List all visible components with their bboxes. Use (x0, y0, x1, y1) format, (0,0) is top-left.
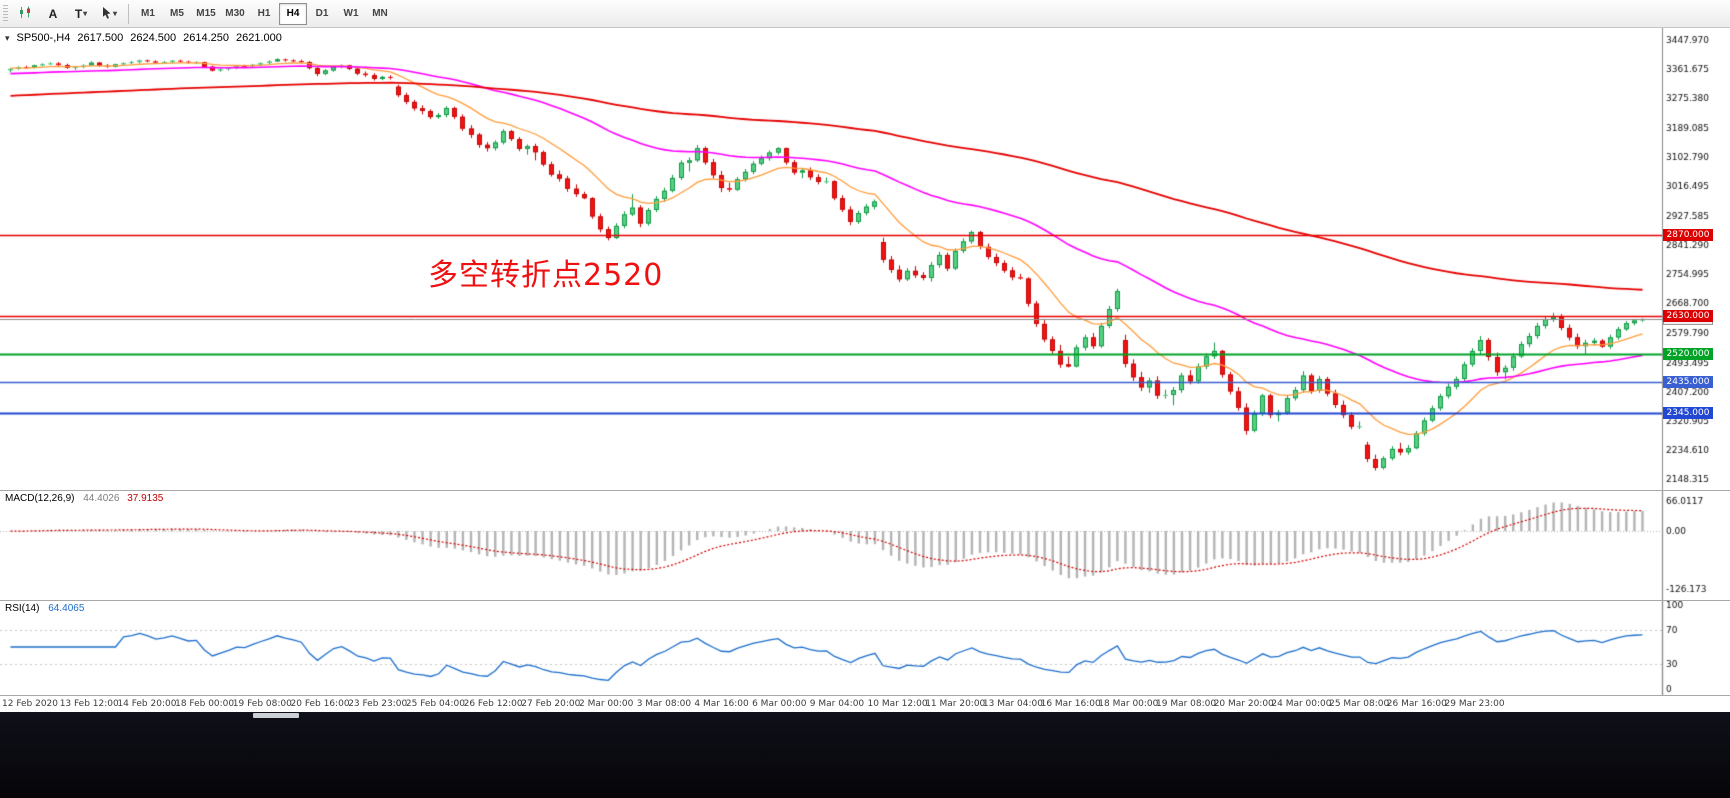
ohlc-high: 2624.500 (130, 32, 177, 44)
time-axis-label: 24 Mar 00:00 (1271, 699, 1332, 709)
timeframe-button-m15[interactable]: M15 (196, 8, 216, 19)
rsi-canvas[interactable] (0, 601, 1730, 696)
chart-annotation-text[interactable]: 多空转折点2520 (428, 258, 664, 293)
timeframe-button-d1[interactable]: D1 (315, 8, 329, 19)
timeframe-button-h1[interactable]: H1 (257, 8, 271, 19)
time-axis-label: 11 Mar 20:00 (925, 699, 986, 709)
toolbar: A T ▾ ▾ M1 M5 M15 M30 H1 H4 D1 W1 MN (0, 0, 1730, 28)
chevron-down-icon: ▾ (83, 9, 88, 18)
time-axis-label: 23 Feb 23:00 (348, 699, 408, 709)
collapse-triangle-icon[interactable]: ▾ (5, 32, 10, 43)
time-axis-label: 12 Feb 2020 (2, 699, 59, 709)
toolbar-grip[interactable] (3, 4, 8, 23)
timeframe-button-h4[interactable]: H4 (279, 2, 307, 25)
ohlc-low: 2614.250 (183, 32, 230, 44)
font-tool-label: T (74, 6, 83, 21)
price-tag-2870.000[interactable]: 2870.000 (1663, 229, 1713, 242)
font-tool-button[interactable]: T ▾ (68, 2, 94, 26)
time-axis-label: 4 Mar 16:00 (694, 699, 749, 709)
macd-label-row: MACD(12,26,9) 44.4026 37.9135 (5, 493, 163, 504)
time-axis-label: 18 Mar 00:00 (1098, 699, 1159, 709)
taskbar[interactable] (0, 712, 1730, 798)
time-axis-label: 20 Mar 20:00 (1213, 699, 1274, 709)
time-axis-label: 25 Feb 04:00 (405, 699, 465, 709)
macd-value-signal: 37.9135 (127, 493, 164, 504)
chart-icon-button[interactable] (12, 2, 38, 26)
toolbar-separator (128, 3, 129, 24)
time-axis-label: 2 Mar 00:00 (579, 699, 634, 709)
rsi-label: RSI(14) (5, 603, 40, 614)
main-chart-canvas[interactable] (0, 28, 1730, 490)
chart-icon (18, 6, 32, 22)
main-chart-panel: ▾ SP500-,H4 2617.500 2624.500 2614.250 2… (0, 28, 1730, 490)
price-tag-2435.000[interactable]: 2435.000 (1663, 376, 1713, 389)
time-axis-label: 6 Mar 00:00 (752, 699, 807, 709)
time-axis-label: 18 Feb 00:00 (175, 699, 235, 709)
timeframe-button-w1[interactable]: W1 (343, 8, 359, 19)
time-axis-label: 26 Mar 16:00 (1386, 699, 1447, 709)
time-axis-label: 29 Mar 23:00 (1444, 699, 1505, 709)
cursor-icon (101, 6, 112, 22)
price-tag-2345.000[interactable]: 2345.000 (1663, 406, 1713, 419)
price-scale-tags: 2870.000 2630.000 2621.000 2520.000 2435.000… (0, 28, 1730, 490)
ohlc-close: 2621.000 (236, 32, 282, 44)
rsi-panel: RSI(14) 64.4065 (0, 600, 1730, 696)
chevron-down-icon: ▾ (112, 9, 117, 18)
macd-value-main: 44.4026 (83, 493, 120, 504)
ohlc-open: 2617.500 (77, 32, 124, 44)
macd-canvas[interactable] (0, 491, 1730, 601)
price-tag-2630.000[interactable]: 2630.000 (1663, 310, 1713, 323)
rsi-value: 64.4065 (48, 603, 85, 614)
time-axis-label: 19 Feb 08:00 (232, 699, 292, 709)
timeframe-button-mn[interactable]: MN (372, 8, 388, 19)
chart-symbol-timeframe: SP500-,H4 (16, 32, 71, 44)
chart-title: ▾ SP500-,H4 2617.500 2624.500 2614.250 2… (5, 32, 282, 44)
time-axis-label: 13 Feb 12:00 (59, 699, 119, 709)
time-axis-label: 16 Mar 16:00 (1040, 699, 1101, 709)
timeframe-group: M1 M5 M15 M30 H1 H4 D1 W1 MN (134, 2, 395, 25)
time-axis-label: 25 Mar 08:00 (1329, 699, 1390, 709)
price-tag-2520.000[interactable]: 2520.000 (1663, 347, 1713, 360)
text-tool-button[interactable]: A (40, 2, 66, 26)
time-axis-label: 10 Mar 12:00 (867, 699, 928, 709)
time-axis-label: 19 Mar 08:00 (1156, 699, 1217, 709)
macd-panel: MACD(12,26,9) 44.4026 37.9135 (0, 490, 1730, 601)
rsi-label-row: RSI(14) 64.4065 (5, 603, 84, 614)
cursor-tool-button[interactable]: ▾ (96, 2, 122, 26)
time-axis-label: 26 Feb 12:00 (463, 699, 523, 709)
time-axis-label: 14 Feb 20:00 (117, 699, 177, 709)
time-axis-label: 3 Mar 08:00 (636, 699, 692, 709)
text-tool-label: A (48, 6, 58, 21)
taskbar-item-highlight[interactable] (253, 713, 299, 718)
timeframe-button-m30[interactable]: M30 (225, 8, 245, 19)
macd-label: MACD(12,26,9) (5, 493, 75, 504)
timeframe-button-m5[interactable]: M5 (170, 8, 184, 19)
time-axis-label: 9 Mar 04:00 (809, 699, 865, 709)
time-axis-label: 20 Feb 16:00 (290, 699, 350, 709)
time-axis-label: 13 Mar 04:00 (982, 699, 1043, 709)
time-axis[interactable]: 12 Feb 2020 13 Feb 12:00 14 Feb 20:00 18 Fe… (0, 695, 1730, 712)
time-axis-label: 27 Feb 20:00 (521, 699, 581, 709)
timeframe-button-m1[interactable]: M1 (141, 8, 155, 19)
